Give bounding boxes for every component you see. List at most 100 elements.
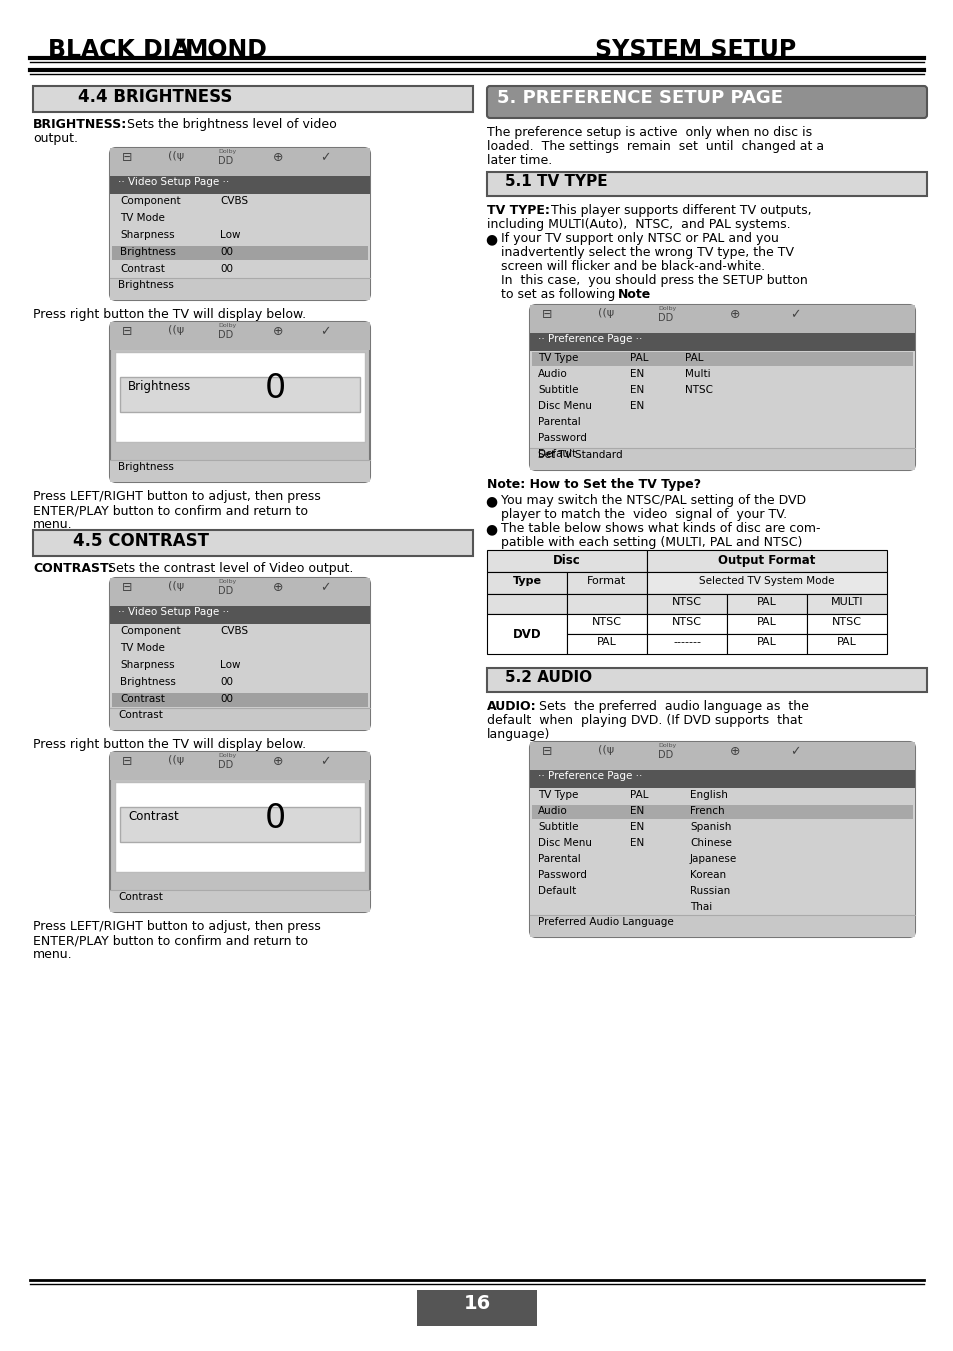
Bar: [646, 634, 726, 654]
Text: Default: Default: [537, 886, 576, 896]
Bar: [532, 353, 912, 366]
Text: Press right button the TV will display below.: Press right button the TV will display b…: [33, 308, 306, 322]
Text: Dolby: Dolby: [218, 753, 236, 758]
Bar: [530, 915, 914, 938]
Text: Sets  the preferred  audio language as  the: Sets the preferred audio language as the: [531, 700, 808, 713]
Text: You may switch the NTSC/PAL setting of the DVD: You may switch the NTSC/PAL setting of t…: [500, 494, 805, 507]
Text: ⊕: ⊕: [273, 151, 283, 163]
Text: ⊟: ⊟: [541, 308, 552, 322]
Text: ((ψ: ((ψ: [168, 581, 184, 590]
Text: ((ψ: ((ψ: [598, 744, 614, 755]
Text: NTSC: NTSC: [671, 617, 701, 627]
Text: AUDIO:: AUDIO:: [486, 700, 536, 713]
Bar: [566, 634, 646, 654]
Text: DD: DD: [218, 155, 233, 166]
Text: 00: 00: [220, 694, 233, 704]
Text: ⊕: ⊕: [273, 755, 283, 767]
Text: Sets the contrast level of Video output.: Sets the contrast level of Video output.: [100, 562, 353, 576]
Text: Password: Password: [537, 434, 586, 443]
Bar: [486, 594, 566, 613]
Text: DD: DD: [658, 750, 673, 761]
Text: TV Mode: TV Mode: [120, 643, 165, 653]
Bar: [530, 351, 914, 449]
FancyBboxPatch shape: [110, 149, 370, 300]
Text: PAL: PAL: [757, 597, 776, 607]
Text: PAL: PAL: [757, 638, 776, 647]
Text: 4.4 BRIGHTNESS: 4.4 BRIGHTNESS: [78, 88, 233, 105]
Text: 00: 00: [220, 677, 233, 688]
FancyBboxPatch shape: [530, 742, 914, 938]
Text: Parental: Parental: [537, 417, 580, 427]
Bar: [110, 459, 370, 482]
Text: French: French: [689, 807, 724, 816]
Text: ⊟: ⊟: [122, 151, 132, 163]
Text: If your TV support only NTSC or PAL and you: If your TV support only NTSC or PAL and …: [500, 232, 778, 245]
Bar: [530, 770, 914, 788]
FancyBboxPatch shape: [530, 305, 914, 470]
Text: CVBS: CVBS: [220, 626, 248, 636]
FancyBboxPatch shape: [486, 86, 926, 118]
Text: EN: EN: [629, 369, 643, 380]
Text: MULTI: MULTI: [830, 597, 862, 607]
Text: -------: -------: [672, 638, 700, 647]
Bar: [115, 353, 365, 442]
Text: ✓: ✓: [789, 308, 800, 322]
Text: NTSC: NTSC: [684, 385, 712, 394]
Text: Thai: Thai: [689, 902, 712, 912]
Text: ((ψ: ((ψ: [168, 326, 184, 335]
Text: Low: Low: [220, 661, 240, 670]
Text: Disc: Disc: [553, 554, 580, 567]
Bar: [110, 753, 370, 780]
Bar: [486, 550, 646, 571]
Text: Multi: Multi: [684, 369, 710, 380]
Text: inadvertently select the wrong TV type, the TV: inadvertently select the wrong TV type, …: [500, 246, 793, 259]
Text: ✓: ✓: [789, 744, 800, 758]
Text: The table below shows what kinds of disc are com-: The table below shows what kinds of disc…: [500, 521, 820, 535]
Text: Dolby: Dolby: [218, 149, 236, 154]
Text: ⊟: ⊟: [122, 326, 132, 338]
Text: Contrast: Contrast: [120, 263, 165, 274]
Bar: [486, 571, 566, 594]
Bar: [112, 693, 368, 707]
Bar: [110, 607, 370, 624]
Text: ·· Video Setup Page ··: ·· Video Setup Page ··: [118, 177, 229, 186]
Text: EN: EN: [629, 401, 643, 411]
Text: Japanese: Japanese: [689, 854, 737, 865]
Text: Note: How to Set the TV Type?: Note: How to Set the TV Type?: [486, 478, 700, 490]
Text: .: .: [645, 288, 649, 301]
Text: Chinese: Chinese: [689, 838, 731, 848]
Bar: [646, 613, 726, 634]
Text: NTSC: NTSC: [592, 617, 621, 627]
Text: 00: 00: [220, 247, 233, 257]
Text: including MULTI(Auto),  NTSC,  and PAL systems.: including MULTI(Auto), NTSC, and PAL sys…: [486, 218, 790, 231]
Bar: [110, 708, 370, 730]
Text: menu.: menu.: [33, 948, 72, 961]
Text: PAL: PAL: [629, 790, 648, 800]
Text: TV Type: TV Type: [537, 353, 578, 363]
Text: English: English: [689, 790, 727, 800]
Text: DD: DD: [658, 313, 673, 323]
Bar: [726, 594, 806, 613]
Bar: [532, 805, 912, 819]
Text: EN: EN: [629, 807, 643, 816]
Text: ✓: ✓: [319, 581, 330, 594]
Text: Contrast: Contrast: [118, 892, 163, 902]
Bar: [110, 149, 370, 176]
Text: ●: ●: [484, 521, 497, 536]
Text: BRIGHTNESS:: BRIGHTNESS:: [33, 118, 127, 131]
Text: Brightness: Brightness: [120, 677, 175, 688]
Text: ENTER/PLAY button to confirm and return to: ENTER/PLAY button to confirm and return …: [33, 504, 308, 517]
Text: Brightness: Brightness: [120, 247, 175, 257]
Text: Default: Default: [537, 449, 576, 459]
Bar: [530, 742, 914, 770]
Text: Brightness: Brightness: [128, 380, 191, 393]
Text: Korean: Korean: [689, 870, 725, 880]
Bar: [530, 332, 914, 351]
Bar: [646, 571, 886, 594]
Text: Dolby: Dolby: [218, 323, 236, 328]
Text: Brightness: Brightness: [118, 462, 173, 471]
Text: Low: Low: [220, 230, 240, 240]
Bar: [112, 246, 368, 259]
Bar: [530, 449, 914, 470]
Text: CVBS: CVBS: [220, 196, 248, 205]
